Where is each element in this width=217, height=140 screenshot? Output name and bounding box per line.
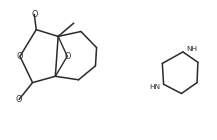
- Text: O: O: [16, 95, 22, 104]
- Text: O: O: [17, 52, 23, 61]
- Text: O: O: [31, 10, 38, 19]
- Text: NH: NH: [186, 46, 197, 52]
- Text: O: O: [64, 52, 71, 61]
- Text: HN: HN: [149, 84, 160, 90]
